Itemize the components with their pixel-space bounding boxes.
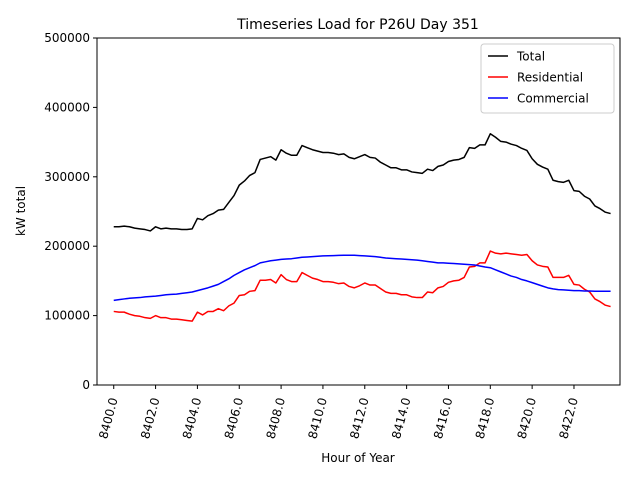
x-axis-label: Hour of Year (321, 451, 395, 465)
x-tick-label: 8400.0 (96, 396, 120, 440)
x-axis-ticks: 8400.0 8402.0 8404.0 8406.0 8408.0 8410.0 8412… (96, 385, 581, 440)
y-tick-label: 200000 (44, 239, 90, 253)
x-tick-label: 8408.0 (264, 396, 288, 440)
series-line-residential (113, 250, 611, 322)
x-tick-label: 8404.0 (180, 396, 204, 440)
legend: Total Residential Commercial (480, 43, 615, 114)
series-line-total (113, 133, 611, 232)
y-tick-label: 100000 (44, 309, 90, 323)
chart-title: Timeseries Load for P26U Day 351 (236, 17, 479, 33)
y-axis-label: kW total (14, 186, 28, 236)
x-tick-label: 8416.0 (431, 396, 455, 440)
x-tick-label: 8412.0 (347, 396, 371, 440)
legend-box (480, 43, 615, 114)
x-tick-label: 8414.0 (389, 396, 413, 440)
x-tick-label: 8418.0 (473, 396, 497, 440)
series-line-commercial (113, 254, 611, 302)
legend-label-residential: Residential (517, 71, 583, 85)
x-tick-label: 8406.0 (222, 396, 246, 440)
legend-label-commercial: Commercial (517, 92, 589, 106)
x-tick-label: 8420.0 (515, 396, 539, 440)
x-tick-label: 8422.0 (556, 396, 580, 440)
y-axis-ticks: 0 100000 200000 300000 400000 500000 (44, 31, 97, 392)
y-tick-label: 400000 (44, 100, 90, 114)
x-tick-label: 8402.0 (138, 396, 162, 440)
plot-frame (96, 37, 621, 386)
plot-lines (113, 133, 611, 322)
y-tick-label: 500000 (44, 31, 90, 45)
y-tick-label: 300000 (44, 170, 90, 184)
legend-label-total: Total (516, 50, 545, 64)
y-tick-label: 0 (82, 378, 90, 392)
x-tick-label: 8410.0 (305, 396, 329, 440)
